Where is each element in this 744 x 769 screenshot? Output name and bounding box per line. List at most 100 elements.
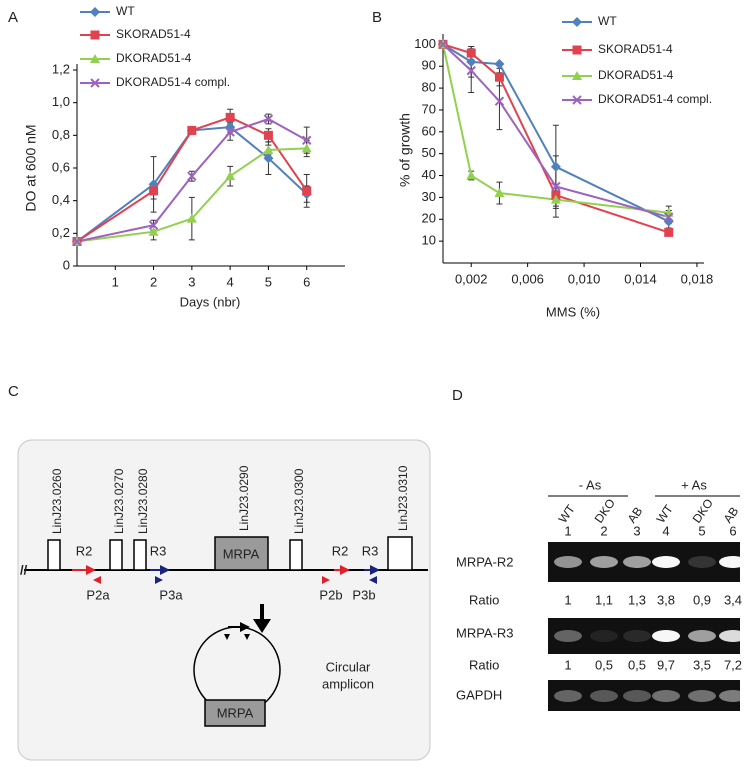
gene-box xyxy=(47,539,61,571)
repeat-arrow xyxy=(370,565,380,575)
marker xyxy=(149,186,159,196)
gel-band xyxy=(554,630,582,642)
ratio-value: 0,9 xyxy=(693,592,711,607)
gel-band xyxy=(623,556,651,568)
gene-box xyxy=(133,539,147,571)
series-line xyxy=(76,147,307,243)
y-tick-label: 20 xyxy=(422,211,436,226)
y-tick-label: 10 xyxy=(422,233,436,248)
y-tick-label: 0,8 xyxy=(52,127,70,142)
legend-marker xyxy=(572,95,582,105)
lane-label: WT xyxy=(654,502,677,526)
marker xyxy=(466,65,476,76)
marker xyxy=(225,122,236,133)
gel-band xyxy=(590,556,618,568)
marker xyxy=(225,127,235,137)
ratio-value: 1,3 xyxy=(628,592,646,607)
gene-box xyxy=(214,536,269,571)
gene-label: LinJ23.0290 xyxy=(237,465,251,531)
y-axis-label: % of growth xyxy=(397,113,413,187)
marker xyxy=(494,59,505,70)
gene-box xyxy=(387,536,413,571)
lane-number: 2 xyxy=(600,523,607,538)
marker xyxy=(302,186,312,196)
gel-band xyxy=(554,690,582,702)
marker xyxy=(466,48,476,58)
marker xyxy=(263,145,274,155)
circle-label: amplicon xyxy=(322,676,374,691)
gel-band xyxy=(652,630,680,642)
marker xyxy=(301,143,312,153)
x-tick-label: 4 xyxy=(227,274,234,289)
gel-band xyxy=(688,630,716,642)
legend-label: DKORAD51-4 compl. xyxy=(116,75,230,89)
marker xyxy=(263,114,274,124)
repeat-arrow xyxy=(86,565,96,575)
marker xyxy=(466,170,477,180)
gel-band xyxy=(719,556,744,568)
gene-box xyxy=(204,699,266,727)
series-line xyxy=(76,126,308,243)
marker xyxy=(550,194,561,204)
gene-label: LinJ23.0300 xyxy=(292,468,306,534)
legend-marker xyxy=(90,7,100,17)
gene-box xyxy=(109,539,123,571)
repeat-label: R3 xyxy=(362,543,379,558)
x-axis-label: Days (nbr) xyxy=(180,294,241,309)
gel-band xyxy=(688,556,716,568)
ratio-label: Ratio xyxy=(469,592,499,607)
row-label: GAPDH xyxy=(456,687,502,702)
marker xyxy=(148,226,159,236)
gene-label: LinJ23.0310 xyxy=(396,465,410,531)
x-tick-label: 0,010 xyxy=(568,271,601,286)
y-tick-label: 80 xyxy=(422,80,436,95)
marker xyxy=(664,212,674,222)
ratio-value: 0,5 xyxy=(628,657,646,672)
legend-marker xyxy=(572,71,582,80)
ratio-value: 1,1 xyxy=(595,592,613,607)
legend-label: SKORAD51-4 xyxy=(598,42,673,56)
gel-image xyxy=(548,680,740,711)
x-tick-label: 2 xyxy=(150,274,157,289)
primer-label: P3b xyxy=(352,587,375,602)
marker xyxy=(494,72,504,82)
panel-label: D xyxy=(452,387,463,404)
legend-label: DKORAD51-4 compl. xyxy=(598,92,712,106)
primer xyxy=(369,576,377,584)
gel: - As + As WT1DKO2AB3WT4DKO5AB6MRPA-R2Rat… xyxy=(456,477,744,711)
gene-label: LinJ23.0270 xyxy=(112,468,126,534)
row-label: MRPA-R2 xyxy=(456,554,514,569)
marker xyxy=(551,181,561,192)
marker xyxy=(225,112,235,122)
primer xyxy=(322,576,330,584)
y-tick-label: 30 xyxy=(422,189,436,204)
legend-marker xyxy=(90,78,100,88)
lane-number: 4 xyxy=(662,523,669,538)
repeat-label: R3 xyxy=(150,543,167,558)
primer xyxy=(155,576,163,584)
y-tick-label: 100 xyxy=(414,36,436,51)
y-tick-label: 0 xyxy=(63,257,70,272)
lane-label: DKO xyxy=(592,496,618,525)
break-mark: // xyxy=(20,562,28,577)
marker xyxy=(263,130,273,140)
y-tick-label: 1,2 xyxy=(52,61,70,76)
circle-gene-label: MRPA xyxy=(217,705,254,720)
gel-band xyxy=(688,690,716,702)
marker xyxy=(72,236,82,247)
legend-marker xyxy=(90,30,100,40)
repeat-arrow xyxy=(160,565,170,575)
gel-band xyxy=(590,690,618,702)
gel-band xyxy=(719,690,744,702)
legend-marker xyxy=(90,54,100,63)
x-tick-label: 0,018 xyxy=(681,271,714,286)
arrow xyxy=(253,619,271,633)
marker xyxy=(302,135,312,145)
diagram: // LinJ23.0260 LinJ23.0270 LinJ23.0280 L… xyxy=(17,439,431,761)
x-tick-label: 5 xyxy=(265,274,272,289)
gene-box xyxy=(289,539,303,571)
series-line xyxy=(76,116,308,243)
x-axis-label: MMS (%) xyxy=(546,304,600,319)
gel-band xyxy=(623,690,651,702)
